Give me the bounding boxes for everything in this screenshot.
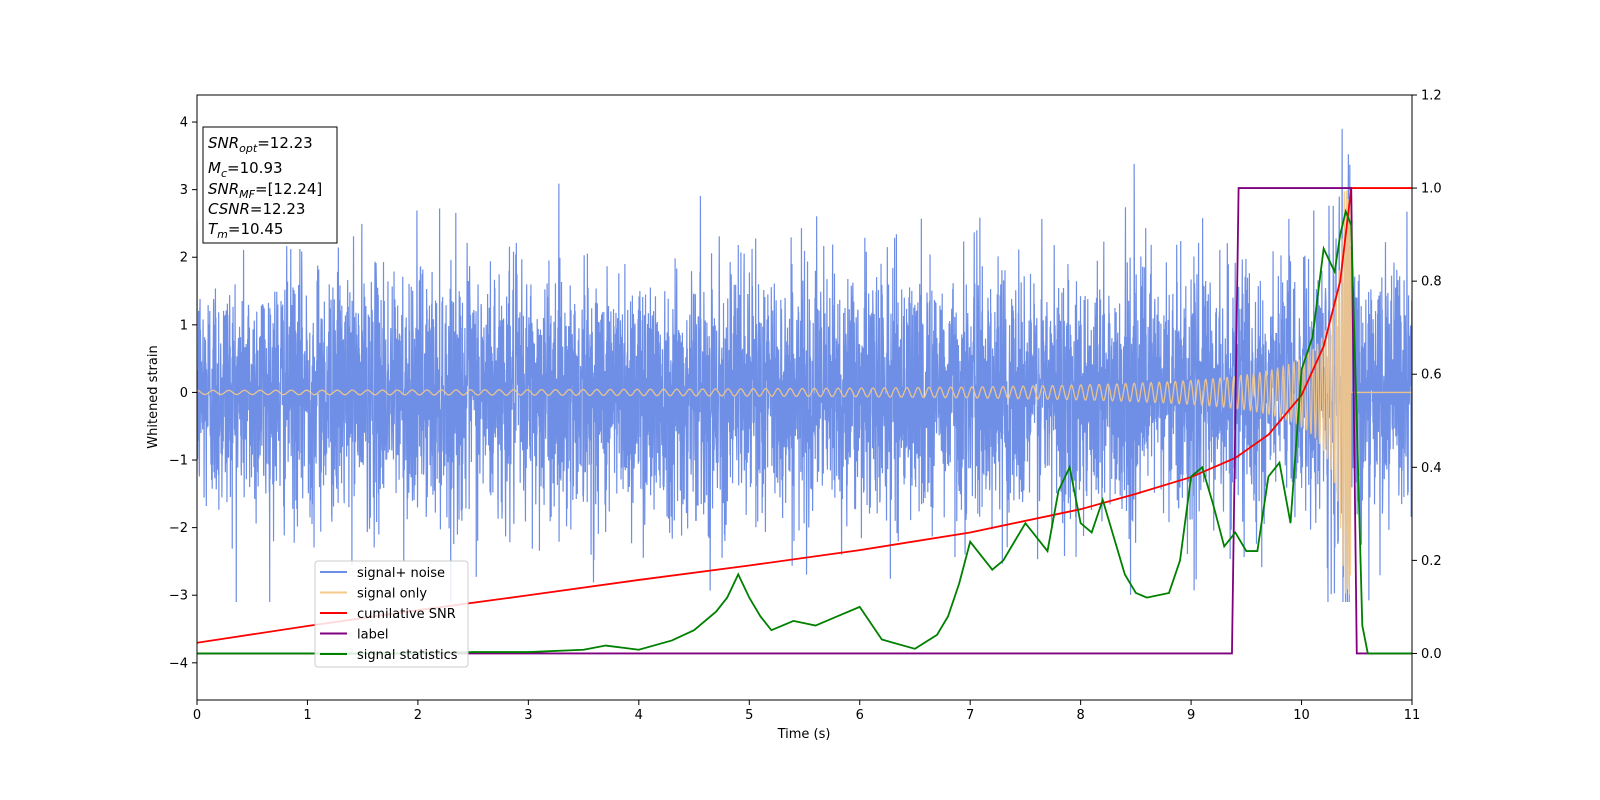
annotation-tm: Tm=10.45 <box>208 220 283 241</box>
x-tick-label: 0 <box>193 708 201 723</box>
legend-label: cumilative SNR <box>357 607 456 622</box>
y-left-tick-label: 1 <box>180 318 188 333</box>
y-left-tick-label: −3 <box>169 589 188 604</box>
legend-label: label <box>357 628 388 643</box>
legend-label: signal+ noise <box>357 566 445 581</box>
y-axis-label: Whitened strain <box>146 345 161 448</box>
x-tick-label: 11 <box>1404 708 1421 723</box>
series-signal-noise <box>197 128 1412 602</box>
series-layer <box>197 128 1412 655</box>
legend-label: signal statistics <box>357 648 458 663</box>
legend-frame <box>314 560 469 668</box>
series-label <box>197 187 1412 655</box>
series-signal-only <box>197 190 1412 595</box>
annotation-box: SNRopt=12.23 Mc=10.93 SNRMF=[12.24] CSNR… <box>202 126 338 244</box>
x-tick-label: 5 <box>745 708 753 723</box>
annotation-mc: Mc=10.93 <box>208 159 283 180</box>
x-tick-label: 10 <box>1293 708 1310 723</box>
x-tick-label: 1 <box>303 708 311 723</box>
y-axis-right-ticks: 0.0 0.2 0.4 0.6 0.8 1.0 1.2 <box>1412 89 1442 662</box>
x-tick-label: 7 <box>966 708 974 723</box>
x-tick-label: 3 <box>524 708 532 723</box>
y-axis-left-ticks: −4 −3 −2 −1 0 1 2 3 4 <box>169 116 197 671</box>
y-right-tick-label: 0.6 <box>1421 368 1442 383</box>
y-left-tick-label: −4 <box>169 656 188 671</box>
x-axis-label: Time (s) <box>777 727 831 742</box>
y-left-tick-label: −1 <box>169 454 188 469</box>
x-tick-label: 6 <box>856 708 864 723</box>
y-left-tick-label: 3 <box>180 183 188 198</box>
y-right-tick-label: 0.0 <box>1421 647 1442 662</box>
plot-frame <box>196 94 1413 701</box>
annotation-snr-opt: SNRopt=12.23 <box>208 134 313 155</box>
legend-label: signal only <box>357 587 427 602</box>
legend: signal+ noise signal only cumilative SNR la… <box>314 560 469 668</box>
annotation-csnr: CSNR=12.23 <box>208 200 305 218</box>
y-right-tick-label: 1.0 <box>1421 182 1442 197</box>
x-tick-label: 9 <box>1187 708 1195 723</box>
x-tick-label: 2 <box>414 708 422 723</box>
x-axis-ticks: 0 1 2 3 4 5 6 7 8 9 10 11 <box>193 700 1420 723</box>
y-left-tick-label: 0 <box>180 386 188 401</box>
y-right-tick-label: 0.8 <box>1421 275 1442 290</box>
series-signal-statistics <box>197 208 1412 655</box>
y-right-tick-label: 1.2 <box>1421 89 1442 104</box>
y-left-tick-label: 2 <box>180 251 188 266</box>
series-cumulative-snr <box>197 187 1412 644</box>
annotation-frame <box>202 126 338 244</box>
annotation-snr-mf: SNRMF=[12.24] <box>208 180 322 201</box>
y-left-tick-label: −2 <box>169 521 188 536</box>
x-tick-label: 4 <box>635 708 643 723</box>
y-right-tick-label: 0.4 <box>1421 461 1442 476</box>
y-left-tick-label: 4 <box>180 116 188 131</box>
y-right-tick-label: 0.2 <box>1421 554 1442 569</box>
x-tick-label: 8 <box>1076 708 1084 723</box>
